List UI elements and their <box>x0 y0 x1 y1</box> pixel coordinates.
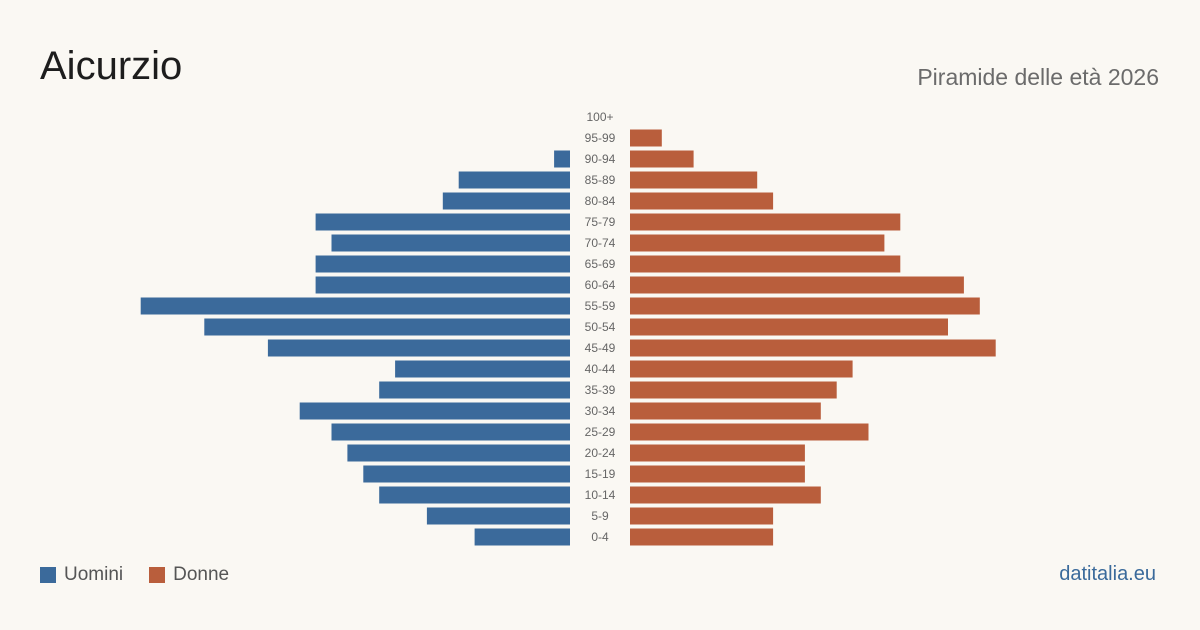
bar-men-30-34 <box>299 402 570 420</box>
age-label: 15-19 <box>585 467 616 481</box>
bar-women-60-64 <box>630 276 964 294</box>
bar-women-20-24 <box>630 444 805 462</box>
bar-women-15-19 <box>630 465 805 483</box>
bar-women-30-34 <box>630 402 821 420</box>
bar-men-40-44 <box>395 360 570 378</box>
bar-women-85-89 <box>630 171 758 189</box>
bar-women-70-74 <box>630 234 885 252</box>
age-label: 25-29 <box>585 425 616 439</box>
age-label: 80-84 <box>585 194 616 208</box>
age-label: 30-34 <box>585 404 616 418</box>
age-label: 35-39 <box>585 383 616 397</box>
bar-men-75-79 <box>315 213 570 231</box>
age-label: 45-49 <box>585 341 616 355</box>
bar-men-80-84 <box>442 192 570 210</box>
legend-item-men: Uomini <box>40 564 123 586</box>
bar-men-55-59 <box>140 297 570 315</box>
age-label: 50-54 <box>585 320 616 334</box>
source-link[interactable]: datitalia.eu <box>1059 563 1156 585</box>
age-label: 20-24 <box>585 446 616 460</box>
age-label: 60-64 <box>585 278 616 292</box>
legend-label-men: Uomini <box>64 564 124 585</box>
age-label: 100+ <box>586 110 613 124</box>
age-label: 95-99 <box>585 131 616 145</box>
age-label: 90-94 <box>585 152 616 166</box>
bar-women-25-29 <box>630 423 869 441</box>
bar-women-35-39 <box>630 381 837 399</box>
bar-men-70-74 <box>331 234 570 252</box>
bar-men-20-24 <box>347 444 570 462</box>
bar-women-40-44 <box>630 360 853 378</box>
age-label: 0-4 <box>591 530 609 544</box>
age-label: 5-9 <box>591 509 609 523</box>
bar-men-60-64 <box>315 276 570 294</box>
age-label: 85-89 <box>585 173 616 187</box>
age-label: 40-44 <box>585 362 616 376</box>
bar-women-95-99 <box>630 129 662 147</box>
bar-women-90-94 <box>630 150 694 168</box>
age-label: 65-69 <box>585 257 616 271</box>
chart-subtitle: Piramide delle età 2026 <box>917 64 1159 90</box>
legend-swatch-men <box>40 567 56 583</box>
age-label: 70-74 <box>585 236 616 250</box>
age-label: 55-59 <box>585 299 616 313</box>
bar-men-0-4 <box>474 528 570 546</box>
bar-women-5-9 <box>630 507 774 525</box>
bar-men-15-19 <box>363 465 570 483</box>
bar-men-50-54 <box>204 318 571 336</box>
bar-men-35-39 <box>379 381 570 399</box>
bar-women-55-59 <box>630 297 980 315</box>
bar-women-50-54 <box>630 318 948 336</box>
legend-swatch-women <box>149 567 166 583</box>
bar-men-90-94 <box>554 150 570 168</box>
bar-men-45-49 <box>267 339 570 357</box>
bar-women-10-14 <box>630 486 821 504</box>
bar-women-45-49 <box>630 339 996 357</box>
bar-women-65-69 <box>630 255 901 273</box>
age-label: 10-14 <box>585 488 616 502</box>
legend-item-women: Donne <box>149 564 229 586</box>
legend-label-women: Donne <box>173 564 230 585</box>
bar-women-75-79 <box>630 213 901 231</box>
age-label: 75-79 <box>585 215 616 229</box>
page-title: Aicurzio <box>40 44 183 88</box>
bar-men-10-14 <box>379 486 570 504</box>
bar-men-5-9 <box>426 507 570 525</box>
bar-men-65-69 <box>315 255 570 273</box>
bar-men-25-29 <box>331 423 570 441</box>
bar-women-0-4 <box>630 528 774 546</box>
chart-legend: Uomini Donne <box>40 564 255 586</box>
bar-men-85-89 <box>458 171 570 189</box>
bar-women-80-84 <box>630 192 774 210</box>
